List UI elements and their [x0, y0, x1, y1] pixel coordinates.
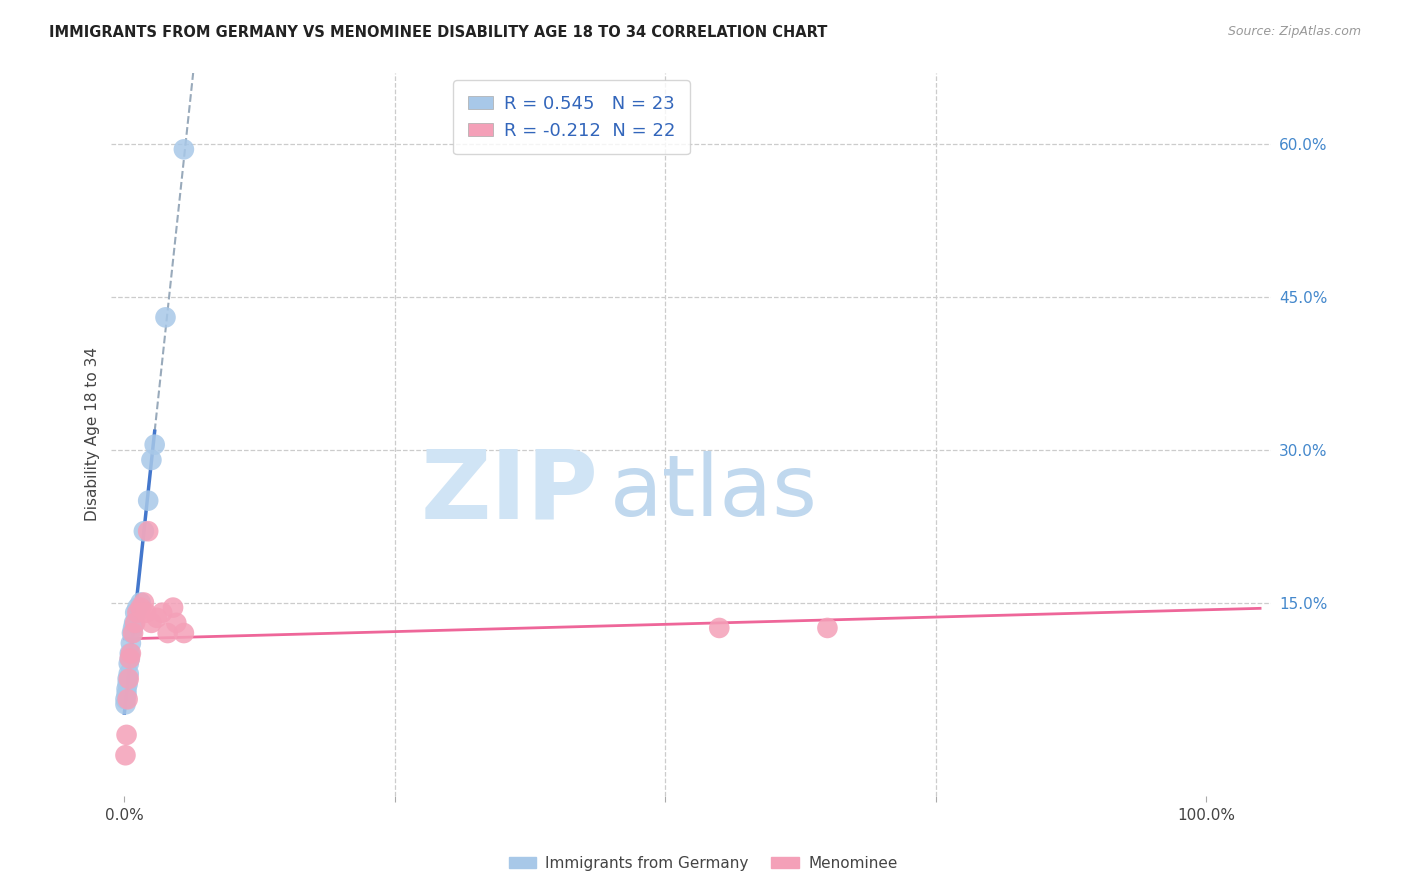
Point — [115, 728, 138, 742]
Point — [155, 310, 177, 325]
Point — [135, 606, 157, 620]
Point — [173, 626, 195, 640]
Point — [156, 626, 179, 640]
Point — [122, 626, 145, 640]
Point — [115, 681, 138, 696]
Point — [162, 600, 184, 615]
Point — [709, 621, 731, 635]
Point — [122, 621, 145, 635]
Point — [115, 687, 138, 701]
Point — [117, 677, 139, 691]
Point — [141, 453, 163, 467]
Point — [117, 692, 139, 706]
Legend: Immigrants from Germany, Menominee: Immigrants from Germany, Menominee — [502, 850, 904, 877]
Point — [817, 621, 839, 635]
Point — [173, 142, 195, 156]
Point — [136, 493, 159, 508]
Text: atlas: atlas — [610, 450, 818, 533]
Point — [141, 615, 163, 630]
Point — [127, 606, 149, 620]
Point — [118, 651, 141, 665]
Point — [122, 615, 145, 630]
Point — [136, 524, 159, 539]
Text: IMMIGRANTS FROM GERMANY VS MENOMINEE DISABILITY AGE 18 TO 34 CORRELATION CHART: IMMIGRANTS FROM GERMANY VS MENOMINEE DIS… — [49, 25, 828, 40]
Point — [118, 672, 141, 686]
Point — [129, 595, 152, 609]
Point — [118, 666, 141, 681]
Point — [129, 600, 152, 615]
Point — [165, 615, 187, 630]
Point — [132, 524, 155, 539]
Point — [124, 606, 146, 620]
Point — [118, 651, 141, 665]
Text: ZIP: ZIP — [420, 446, 599, 539]
Point — [120, 636, 142, 650]
Point — [124, 615, 146, 630]
Point — [146, 611, 169, 625]
Y-axis label: Disability Age 18 to 34: Disability Age 18 to 34 — [86, 348, 100, 522]
Legend: R = 0.545   N = 23, R = -0.212  N = 22: R = 0.545 N = 23, R = -0.212 N = 22 — [454, 80, 690, 154]
Point — [114, 698, 136, 712]
Text: Source: ZipAtlas.com: Source: ZipAtlas.com — [1227, 25, 1361, 38]
Point — [114, 692, 136, 706]
Point — [118, 647, 141, 661]
Point — [114, 748, 136, 763]
Point — [120, 647, 142, 661]
Point — [132, 595, 155, 609]
Point — [150, 606, 173, 620]
Point — [121, 626, 143, 640]
Point — [117, 672, 139, 686]
Point — [118, 657, 141, 671]
Point — [143, 438, 166, 452]
Point — [127, 600, 149, 615]
